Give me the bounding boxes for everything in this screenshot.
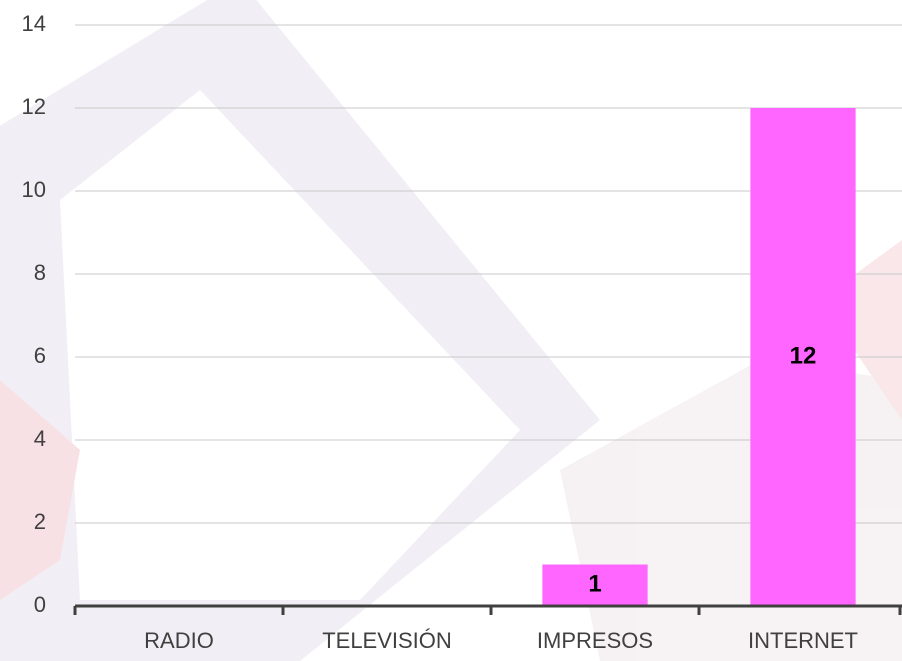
bg-shape (60, 90, 520, 600)
x-tick-label: RADIO (144, 628, 214, 653)
x-tick-label: TELEVISIÓN (322, 628, 452, 653)
y-tick-label: 14 (22, 11, 46, 36)
bg-shape (0, 380, 80, 600)
x-tick-label: INTERNET (748, 628, 858, 653)
y-tick-label: 0 (34, 592, 46, 617)
x-tick-label: IMPRESOS (537, 628, 653, 653)
data-label: 1 (588, 571, 601, 598)
data-label: 12 (790, 342, 817, 369)
y-tick-label: 8 (34, 260, 46, 285)
bar (750, 108, 856, 606)
y-tick-label: 2 (34, 509, 46, 534)
y-tick-label: 12 (22, 94, 46, 119)
y-tick-label: 6 (34, 343, 46, 368)
y-tick-label: 4 (34, 426, 46, 451)
y-tick-label: 10 (22, 177, 46, 202)
bar (542, 564, 648, 606)
